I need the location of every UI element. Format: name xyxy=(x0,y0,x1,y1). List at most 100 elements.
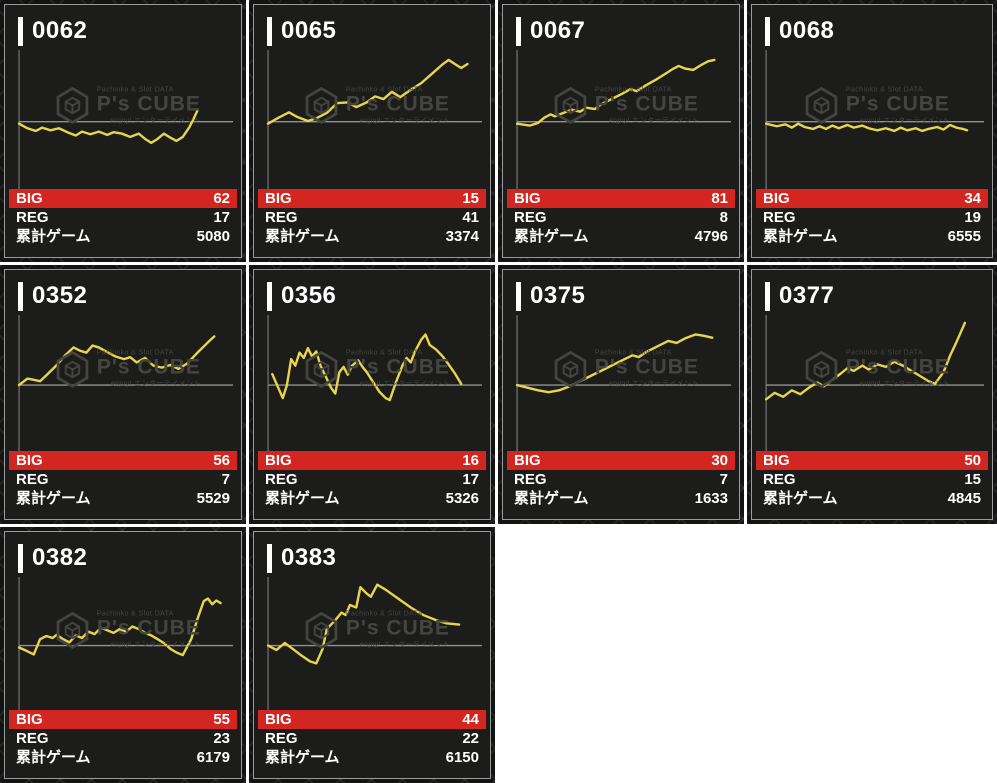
total-games-row: 累計ゲーム 4796 xyxy=(507,227,735,246)
reg-value: 23 xyxy=(213,730,230,747)
total-games-row: 累計ゲーム 6150 xyxy=(258,748,486,767)
big-value: 44 xyxy=(462,711,479,728)
big-value: 15 xyxy=(462,190,479,207)
reg-row: REG 17 xyxy=(9,208,237,227)
machine-id-tick xyxy=(18,281,23,311)
machine-id: 0383 xyxy=(281,544,337,571)
big-row: BIG 50 xyxy=(756,451,988,470)
reg-row: REG 15 xyxy=(756,470,988,489)
total-games-row: 累計ゲーム 5080 xyxy=(9,227,237,246)
machine-cell: 0068 Pachinko & Slot DATA P's xyxy=(747,0,997,262)
big-label: BIG xyxy=(763,452,790,469)
stats-table: BIG 56 REG 7 累計ゲーム 5529 xyxy=(9,451,237,508)
slump-line xyxy=(272,334,461,400)
panel-header: 0356 xyxy=(254,270,490,313)
slump-line xyxy=(517,334,712,392)
big-row: BIG 81 xyxy=(507,189,735,208)
panel-header: 0352 xyxy=(5,270,241,313)
panel-header: 0375 xyxy=(503,270,739,313)
machine-cell: 0062 Pachinko & Slot DATA P's xyxy=(0,0,246,262)
machine-id-tick xyxy=(18,16,23,46)
stats-table: BIG 62 REG 17 累計ゲーム 5080 xyxy=(9,189,237,246)
machine-id-tick xyxy=(765,281,770,311)
reg-value: 17 xyxy=(462,471,479,488)
machine-cell: 0377 Pachinko & Slot DATA P's xyxy=(747,265,997,524)
stats-table: BIG 81 REG 8 累計ゲーム 4796 xyxy=(507,189,735,246)
machine-id: 0356 xyxy=(281,282,337,309)
slump-graph xyxy=(513,50,731,189)
machine-panel[interactable]: 0352 Pachinko & Slot DATA P's xyxy=(4,269,242,520)
big-label: BIG xyxy=(514,190,541,207)
machine-panel[interactable]: 0356 Pachinko & Slot DATA P's xyxy=(253,269,491,520)
big-value: 50 xyxy=(964,452,981,469)
machine-panel[interactable]: 0065 Pachinko & Slot DATA P's xyxy=(253,4,491,258)
big-label: BIG xyxy=(265,711,292,728)
total-games-value: 3374 xyxy=(445,228,479,245)
machine-panel[interactable]: 0375 Pachinko & Slot DATA P's xyxy=(502,269,740,520)
reg-label: REG xyxy=(763,471,796,488)
slump-chart: Pachinko & Slot DATA P's CUBE enjoy! エンタ… xyxy=(15,577,233,710)
reg-value: 7 xyxy=(221,471,230,488)
machine-id: 0065 xyxy=(281,17,337,44)
total-games-label: 累計ゲーム xyxy=(16,228,91,245)
reg-value: 15 xyxy=(964,471,981,488)
slump-graph xyxy=(513,315,731,451)
machine-id-tick xyxy=(267,281,272,311)
reg-label: REG xyxy=(16,730,49,747)
reg-label: REG xyxy=(514,209,547,226)
total-games-label: 累計ゲーム xyxy=(265,749,340,766)
reg-label: REG xyxy=(16,209,49,226)
reg-row: REG 19 xyxy=(756,208,988,227)
total-games-value: 5326 xyxy=(445,490,479,507)
big-row: BIG 56 xyxy=(9,451,237,470)
total-games-value: 6150 xyxy=(445,749,479,766)
total-games-label: 累計ゲーム xyxy=(763,228,838,245)
big-label: BIG xyxy=(16,711,43,728)
total-games-value: 1633 xyxy=(694,490,728,507)
machine-panel[interactable]: 0067 Pachinko & Slot DATA P's xyxy=(502,4,740,258)
slump-graph xyxy=(762,315,984,451)
reg-value: 8 xyxy=(719,209,728,226)
machine-id: 0352 xyxy=(32,282,88,309)
slump-graph xyxy=(762,50,984,189)
panel-header: 0377 xyxy=(752,270,992,313)
big-label: BIG xyxy=(265,190,292,207)
big-value: 34 xyxy=(964,190,981,207)
slump-graph xyxy=(264,315,482,451)
big-label: BIG xyxy=(514,452,541,469)
total-games-label: 累計ゲーム xyxy=(763,490,838,507)
slump-graph xyxy=(15,315,233,451)
reg-row: REG 17 xyxy=(258,470,486,489)
machine-panel[interactable]: 0377 Pachinko & Slot DATA P's xyxy=(751,269,993,520)
big-value: 16 xyxy=(462,452,479,469)
total-games-row: 累計ゲーム 5326 xyxy=(258,489,486,508)
reg-value: 17 xyxy=(213,209,230,226)
machine-panel[interactable]: 0383 Pachinko & Slot DATA P's xyxy=(253,531,491,779)
reg-label: REG xyxy=(265,471,298,488)
slump-line xyxy=(766,124,967,131)
machine-cell: 0067 Pachinko & Slot DATA P's xyxy=(498,0,744,262)
reg-value: 22 xyxy=(462,730,479,747)
reg-label: REG xyxy=(265,209,298,226)
total-games-label: 累計ゲーム xyxy=(16,749,91,766)
slump-graph xyxy=(264,50,482,189)
panel-header: 0383 xyxy=(254,532,490,575)
total-games-label: 累計ゲーム xyxy=(265,490,340,507)
big-row: BIG 44 xyxy=(258,710,486,729)
machine-id: 0375 xyxy=(530,282,586,309)
stats-table: BIG 44 REG 22 累計ゲーム 6150 xyxy=(258,710,486,767)
machine-panel[interactable]: 0382 Pachinko & Slot DATA P's xyxy=(4,531,242,779)
machine-cell: 0375 Pachinko & Slot DATA P's xyxy=(498,265,744,524)
big-value: 56 xyxy=(213,452,230,469)
machine-id-tick xyxy=(516,281,521,311)
total-games-row: 累計ゲーム 6555 xyxy=(756,227,988,246)
slump-line xyxy=(19,110,197,142)
machine-id-tick xyxy=(267,543,272,573)
machine-panel[interactable]: 0062 Pachinko & Slot DATA P's xyxy=(4,4,242,258)
slump-chart: Pachinko & Slot DATA P's CUBE enjoy! エンタ… xyxy=(762,315,984,451)
total-games-value: 6179 xyxy=(196,749,230,766)
total-games-value: 5529 xyxy=(196,490,230,507)
panel-header: 0065 xyxy=(254,5,490,48)
panel-header: 0067 xyxy=(503,5,739,48)
machine-panel[interactable]: 0068 Pachinko & Slot DATA P's xyxy=(751,4,993,258)
